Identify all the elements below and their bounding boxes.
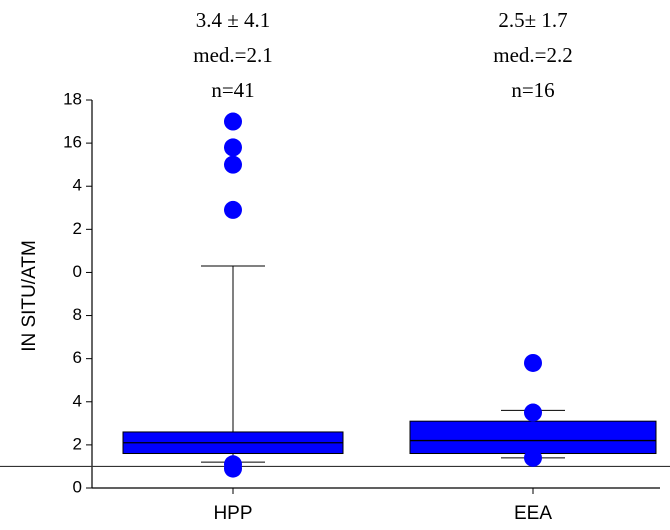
outlier [224,459,242,478]
outlier [224,155,242,174]
y-tick-label: 16 [63,133,82,152]
y-tick-label: 2 [73,219,82,238]
y-tick-label: 18 [63,89,82,108]
annotation: n=41 [211,78,254,102]
y-tick-label: 4 [73,391,82,410]
annotation: 2.5± 1.7 [498,8,567,32]
outlier [524,403,542,422]
outlier [224,112,242,131]
y-tick-label: 0 [73,262,82,281]
outlier [224,138,242,157]
annotation: med.=2.2 [493,43,573,67]
y-tick-label: 4 [73,176,82,195]
outlier [524,448,542,467]
y-tick-label: 2 [73,434,82,453]
x-tick-label: HPP [213,503,252,524]
annotation: med.=2.1 [193,43,273,67]
annotation: 3.4 ± 4.1 [196,8,271,32]
outlier [224,200,242,219]
x-tick-label: EEA [514,503,552,524]
annotation: n=16 [511,78,554,102]
y-tick-label: 0 [73,477,82,496]
y-axis-label: IN SITU/ATM [19,240,40,352]
outlier [524,353,542,372]
box [409,420,657,455]
y-tick-label: 6 [73,348,82,367]
y-tick-label: 8 [73,305,82,324]
